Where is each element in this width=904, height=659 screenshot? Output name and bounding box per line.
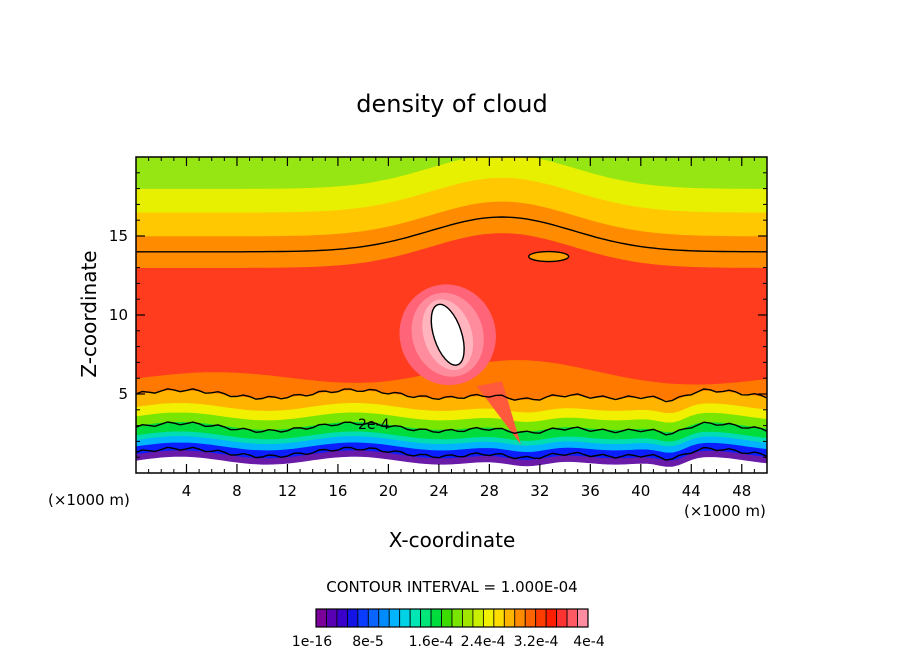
colorbar-swatch-9	[409, 608, 422, 628]
y-axis-ticks: 5 10 15	[109, 172, 767, 458]
x-axis-label: X-coordinate	[389, 528, 516, 552]
colorbar-swatch-0	[315, 608, 327, 628]
colorbar-swatch-22	[545, 608, 558, 628]
colorbar-swatch-19	[514, 608, 526, 628]
x-tick-label-11: 48	[732, 482, 751, 500]
x-tick-label-5: 24	[429, 482, 448, 500]
y-tick-label-2: 15	[109, 227, 128, 245]
colorbar-swatch-6	[378, 608, 390, 628]
colorbar-swatch-15	[472, 608, 484, 628]
colorbar	[315, 608, 589, 628]
colorbar-swatch-2	[336, 608, 348, 628]
colorbar-label-5: 4e-4	[573, 634, 605, 650]
x-tick-label-0: 4	[182, 482, 192, 500]
colorbar-swatch-10	[420, 608, 432, 628]
y-tick-label-1: 10	[109, 306, 128, 324]
colorbar-label-0: 1e-16	[292, 634, 332, 650]
x-tick-label-6: 28	[480, 482, 499, 500]
colorbar-swatch-23	[556, 608, 568, 628]
colorbar-swatch-12	[441, 608, 453, 628]
colorbar-frame	[315, 608, 589, 628]
y-axis-label: Z-coordinate	[77, 250, 101, 377]
colorbar-label-3: 2.4e-4	[461, 634, 506, 650]
x-unit-right: (×1000 m)	[684, 502, 766, 520]
x-unit-left: (×1000 m)	[48, 491, 130, 509]
colorbar-swatch-18	[503, 608, 516, 628]
upper-cell	[528, 251, 569, 262]
x-tick-label-8: 36	[581, 482, 600, 500]
x-tick-label-1: 8	[232, 482, 242, 500]
contour-line-1	[136, 388, 767, 403]
x-tick-label-9: 40	[631, 482, 650, 500]
chart-title: density of cloud	[356, 90, 547, 118]
band-13	[136, 157, 767, 189]
colorbar-swatch-25	[577, 608, 589, 628]
contour-closed-upper	[527, 250, 570, 263]
contour-line-2	[136, 421, 767, 436]
contour-interval-text: CONTOUR INTERVAL = 1.000E-04	[326, 578, 577, 596]
colorbar-swatch-3	[346, 608, 359, 628]
contour-lines	[136, 216, 767, 461]
colorbar-swatch-8	[399, 608, 411, 628]
colorbar-label-2: 1.6e-4	[409, 634, 454, 650]
x-tick-label-3: 16	[328, 482, 347, 500]
x-tick-label-4: 20	[379, 482, 398, 500]
x-tick-label-7: 32	[530, 482, 549, 500]
contour-closed-core	[430, 303, 465, 366]
contour-line-0	[136, 216, 767, 253]
x-tick-label-10: 44	[682, 482, 701, 500]
y-tick-label-0: 5	[118, 385, 128, 403]
colorbar-swatch-14	[462, 608, 474, 628]
colorbar-swatch-5	[367, 608, 380, 628]
colorbar-label-1: 8e-5	[352, 634, 383, 650]
colorbar-swatch-7	[388, 608, 401, 628]
colorbar-swatch-13	[451, 608, 463, 628]
colorbar-swatch-4	[357, 608, 369, 628]
x-axis-ticks: 4 8 12 16 20 24 28 32 36 40 44 48	[148, 157, 755, 500]
colorbar-label-4: 3.2e-4	[514, 634, 559, 650]
contour-line-3	[136, 446, 767, 461]
colorbar-swatch-11	[430, 608, 442, 628]
colorbar-swatch-16	[482, 608, 495, 628]
colorbar-swatch-20	[524, 608, 537, 628]
colorbar-swatch-17	[493, 608, 505, 628]
colorbar-swatch-21	[535, 608, 547, 628]
colorbar-labels: 1e-16 8e-5 1.6e-4 2.4e-4 3.2e-4 4e-4	[292, 634, 605, 650]
plot-area	[136, 157, 767, 473]
contour-label: 2e-4	[358, 417, 390, 433]
colorbar-swatch-1	[326, 608, 338, 628]
x-tick-label-2: 12	[278, 482, 297, 500]
colorbar-swatch-24	[566, 608, 578, 628]
